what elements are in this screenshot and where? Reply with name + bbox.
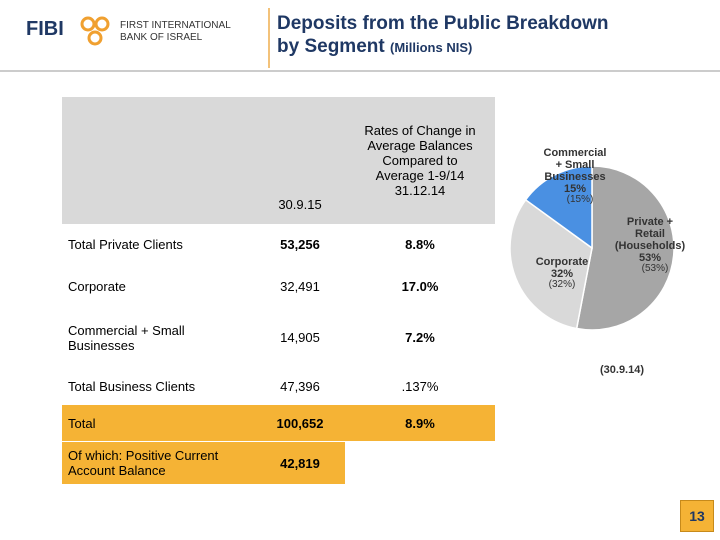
subtitle: (Millions NIS) <box>389 40 473 55</box>
slice-label: Private + Retail (Households) <box>615 216 686 252</box>
table-cell: 8.9% <box>345 405 495 442</box>
title-text: Deposits from the Public Breakdown by Se… <box>277 13 609 57</box>
bank-name: FIRST INTERNATIONAL <box>120 20 231 31</box>
table-cell: 7.2% <box>345 308 495 368</box>
title: Deposits from the Public Breakdown by Se… <box>277 12 697 59</box>
table-cell: Total Business Clients <box>62 368 255 405</box>
table-cell: .137% <box>345 368 495 405</box>
logo: FIBI <box>26 18 64 40</box>
pie-slice <box>509 198 593 330</box>
column-header: Rates of Change in Average Balances Comp… <box>345 97 495 225</box>
table-cell: 17.0% <box>345 265 495 308</box>
table-cell: 53,256 <box>255 225 345 265</box>
table-cell: 100,652 <box>255 405 345 442</box>
slice-comparison: (32%) <box>549 279 576 290</box>
pie-slice <box>524 165 593 250</box>
table-cell <box>345 442 495 485</box>
slice-comparison: (53%) <box>642 263 669 274</box>
bank-name: BANK OF ISRAEL <box>120 32 203 43</box>
table-cell: Commercial + Small Businesses <box>62 308 255 368</box>
table-cell: Total <box>62 405 255 442</box>
column-header <box>62 97 255 225</box>
slice-value: 53% <box>639 252 661 264</box>
table-cell: 14,905 <box>255 308 345 368</box>
table-cell: 32,491 <box>255 265 345 308</box>
table-cell: Of which: Positive Current Account Balan… <box>62 442 255 485</box>
chart-caption: (30.9.14) <box>600 364 644 376</box>
page-number: 13 <box>680 500 714 532</box>
table-cell: 8.8% <box>345 225 495 265</box>
table-cell: Corporate <box>62 265 255 308</box>
column-header: 30.9.15 <box>255 97 345 225</box>
slice-comparison: (15%) <box>567 194 594 205</box>
pie-slice <box>575 165 675 331</box>
table-cell: 42,819 <box>255 442 345 485</box>
slice-value: 32% <box>551 268 573 280</box>
logo-icon <box>80 16 110 46</box>
divider <box>268 8 270 68</box>
pie-chart: Private + Retail (Households)53%(53%) Corpo… <box>509 147 686 376</box>
slice-label: Commercial + Small Businesses <box>544 147 607 183</box>
slice-value: 15% <box>564 183 586 195</box>
table-cell: 47,396 <box>255 368 345 405</box>
table-cell: Total Private Clients <box>62 225 255 265</box>
slice-label: Corporate <box>536 256 589 268</box>
header <box>0 0 720 72</box>
